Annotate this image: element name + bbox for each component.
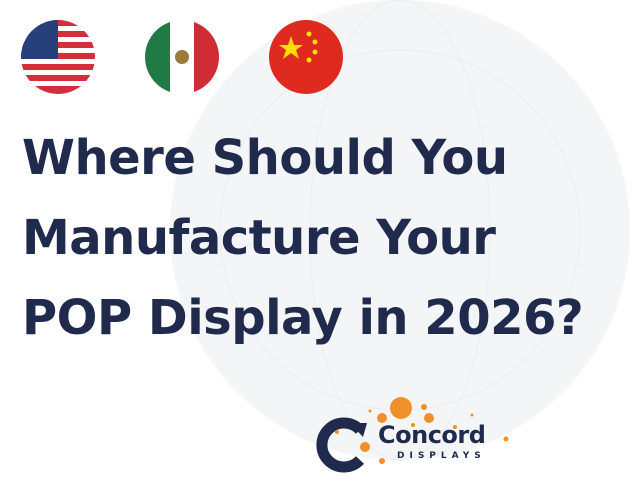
page-title: Where Should You Manufacture Your POP Di… [22, 118, 584, 358]
title-line: POP Display in 2026? [22, 290, 584, 346]
china-flag-icon [269, 20, 343, 94]
title-line: Manufacture Your [22, 210, 496, 266]
brand-tagline: DISPLAYS [397, 451, 486, 461]
title-line: Where Should You [22, 130, 508, 186]
concord-logo-icon [316, 397, 509, 473]
us-flag-icon [21, 20, 95, 94]
brand-name: Concord [378, 421, 486, 449]
mexico-flag-icon [145, 20, 219, 94]
